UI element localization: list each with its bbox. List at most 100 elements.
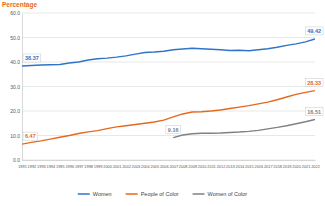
x-tick: 2021: [302, 160, 311, 169]
x-tick-label: 2004: [141, 164, 150, 169]
x-tick: 2006: [160, 160, 169, 169]
legend-item: People of Color: [126, 191, 179, 197]
x-tick: 2017: [264, 160, 273, 169]
grid-line: [22, 62, 315, 63]
x-tick: 2007: [169, 160, 178, 169]
data-label: 38.37: [23, 54, 41, 62]
x-tick: 2014: [236, 160, 245, 169]
x-tick: 2016: [254, 160, 263, 169]
x-tick: 2000: [103, 160, 112, 169]
x-tick-label: 2019: [283, 164, 292, 169]
x-tick-label: 2013: [226, 164, 235, 169]
y-tick: 60.0: [10, 10, 22, 16]
data-label: 16.51: [305, 108, 323, 116]
x-tick-label: 2005: [150, 164, 159, 169]
y-tick: 40.0: [10, 59, 22, 65]
series-line: [22, 39, 315, 66]
grid-line: [22, 160, 315, 161]
legend-swatch: [78, 193, 90, 195]
x-tick: 2004: [141, 160, 150, 169]
x-tick-label: 2021: [302, 164, 311, 169]
x-tick-label: 2020: [292, 164, 301, 169]
data-label-box: [305, 108, 323, 116]
x-tick: 1997: [75, 160, 84, 169]
x-tick-label: 1998: [84, 164, 93, 169]
y-tick-label: 60.0: [10, 10, 20, 16]
x-axis-line: [23, 160, 316, 161]
legend-item: Women of Color: [193, 191, 248, 197]
legend-swatch: [126, 193, 138, 195]
data-label-text: 28.33: [307, 80, 321, 86]
x-tick-label: 1995: [56, 164, 65, 169]
x-tick-label: 2016: [254, 164, 263, 169]
legend: Women People of Color Women of Color: [78, 191, 248, 197]
x-tick: 1992: [28, 160, 37, 169]
y-tick: 20.0: [10, 108, 22, 114]
data-label-text: 49.42: [307, 28, 321, 34]
y-tick-label: 20.0: [10, 108, 20, 114]
y-axis: 0.010.020.030.040.050.060.0: [10, 10, 22, 163]
y-tick-label: 0.0: [13, 157, 20, 163]
data-label: 28.33: [305, 79, 323, 87]
x-tick: 2009: [188, 160, 197, 169]
grid-line: [22, 111, 315, 112]
series-line: [173, 120, 315, 138]
x-tick-label: 2002: [122, 164, 131, 169]
legend-label: Women: [93, 191, 112, 197]
data-label-text: 6.47: [25, 133, 36, 139]
x-tick: 1995: [56, 160, 65, 169]
data-label: 9.16: [166, 126, 181, 134]
grid: [22, 13, 315, 160]
legend-item: Women: [78, 191, 112, 197]
x-tick-label: 2011: [207, 164, 215, 169]
x-tick: 1999: [94, 160, 103, 169]
x-tick: 2019: [283, 160, 292, 169]
series-line: [22, 91, 315, 145]
plot-area: [22, 39, 315, 144]
legend-label: Women of Color: [208, 191, 248, 197]
legend-label: People of Color: [141, 191, 179, 197]
x-tick-label: 1993: [37, 164, 46, 169]
x-tick-label: 2003: [132, 164, 141, 169]
x-tick: 2001: [113, 160, 122, 169]
x-tick-label: 2010: [198, 164, 207, 169]
x-tick: 2010: [198, 160, 207, 169]
x-tick: 2008: [179, 160, 188, 169]
y-tick-label: 30.0: [10, 84, 20, 90]
x-tick: 1993: [37, 160, 46, 169]
y-tick: 0.0: [13, 157, 22, 163]
x-tick: 2013: [226, 160, 235, 169]
x-tick-label: 2014: [236, 164, 245, 169]
grid-line: [22, 13, 315, 14]
x-tick: 1994: [47, 160, 56, 169]
x-tick: 2002: [122, 160, 131, 169]
data-label-box: [305, 79, 323, 87]
x-tick-label: 2000: [103, 164, 112, 169]
x-tick: 1991: [18, 160, 27, 169]
x-tick: 2003: [132, 160, 141, 169]
data-label-text: 16.51: [307, 109, 321, 115]
x-tick-label: 2012: [217, 164, 226, 169]
x-tick-label: 1994: [47, 164, 56, 169]
y-axis-title: Percentage: [2, 1, 37, 9]
chart: Percentage0.010.020.030.040.050.060.0199…: [0, 0, 325, 206]
data-label: 49.42: [305, 27, 323, 35]
x-tick: 1996: [65, 160, 74, 169]
x-tick-label: 2018: [273, 164, 282, 169]
data-labels: 38.37 49.42 6.47 28.33 9.16 16.51: [23, 27, 323, 140]
x-tick: 2011: [207, 160, 215, 169]
x-tick: 2005: [150, 160, 159, 169]
y-tick-label: 50.0: [10, 35, 20, 41]
data-label-text: 38.37: [25, 55, 39, 61]
x-tick-label: 1996: [65, 164, 74, 169]
x-tick-label: 2006: [160, 164, 169, 169]
y-tick: 30.0: [10, 84, 22, 90]
x-tick-label: 1992: [28, 164, 37, 169]
x-tick-label: 2007: [169, 164, 178, 169]
x-tick-label: 1997: [75, 164, 84, 169]
x-tick-label: 1999: [94, 164, 103, 169]
x-tick-label: 2022: [311, 164, 320, 169]
data-label: 6.47: [23, 132, 38, 140]
x-tick-label: 2008: [179, 164, 188, 169]
data-label-box: [23, 132, 38, 140]
